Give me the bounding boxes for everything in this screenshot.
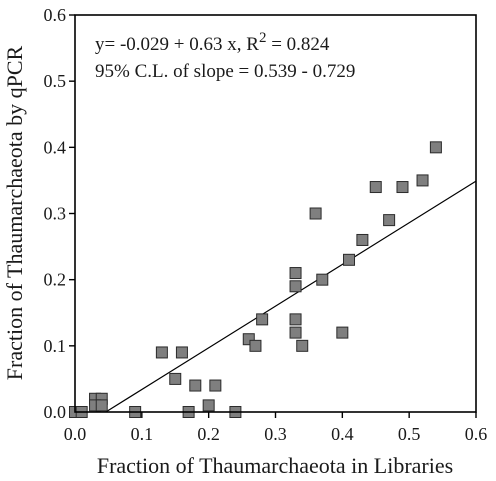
data-point	[383, 214, 396, 227]
tick-labels: 0.0 0.1 0.2 0.3 0.4 0.5 0.6 0.0 0.1 0.2 0.3 0.4 0.5 0…	[44, 5, 488, 444]
y-tick-label: 0.1	[44, 336, 67, 356]
data-point	[209, 379, 222, 392]
y-axis-title: Fraction of Thaumarchaeota by qPCR	[2, 45, 27, 380]
x-tick-label: 0.0	[64, 424, 87, 444]
equation-prefix: y= -0.029 + 0.63 x, R	[95, 34, 259, 55]
regression-equation: y= -0.029 + 0.63 x, R2 = 0.824	[95, 30, 330, 55]
x-tick-label: 0.4	[331, 424, 354, 444]
y-tick-label: 0.6	[44, 5, 67, 25]
data-point	[95, 399, 108, 412]
data-point	[256, 313, 269, 326]
data-point	[316, 273, 329, 286]
y-tick-label: 0.0	[44, 402, 67, 422]
x-tick-label: 0.6	[465, 424, 488, 444]
x-axis-title: Fraction of Thaumarchaeota in Libraries	[97, 453, 453, 478]
plot-frame	[74, 14, 477, 413]
data-point	[343, 253, 356, 266]
data-point	[202, 399, 215, 412]
axis-ticks	[69, 14, 477, 418]
data-point	[189, 379, 202, 392]
data-point	[429, 141, 442, 154]
data-point	[369, 181, 382, 194]
y-tick-label: 0.5	[44, 71, 67, 91]
x-tick-label: 0.3	[264, 424, 287, 444]
data-point	[289, 280, 302, 293]
regression-line	[105, 180, 477, 413]
x-tick-label: 0.5	[398, 424, 421, 444]
data-point	[416, 174, 429, 187]
y-tick-label: 0.3	[44, 204, 67, 224]
data-point	[289, 267, 302, 280]
data-point	[155, 346, 168, 359]
data-point	[289, 326, 302, 339]
x-tick-label: 0.2	[197, 424, 220, 444]
data-point	[289, 313, 302, 326]
x-tick-label: 0.1	[131, 424, 154, 444]
y-tick-label: 0.4	[44, 137, 67, 157]
data-point	[242, 333, 255, 346]
data-point	[296, 339, 309, 352]
data-point	[396, 181, 409, 194]
data-point	[249, 339, 262, 352]
data-point	[356, 233, 369, 246]
data-point	[336, 326, 349, 339]
y-tick-label: 0.2	[44, 270, 67, 290]
data-point	[169, 372, 182, 385]
data-point	[175, 346, 188, 359]
slope-confidence-limits: 95% C.L. of slope = 0.539 - 0.729	[95, 61, 355, 82]
data-point	[309, 207, 322, 220]
equation-superscript: 2	[259, 30, 267, 46]
data-points	[69, 141, 442, 418]
equation-suffix: = 0.824	[266, 34, 329, 55]
